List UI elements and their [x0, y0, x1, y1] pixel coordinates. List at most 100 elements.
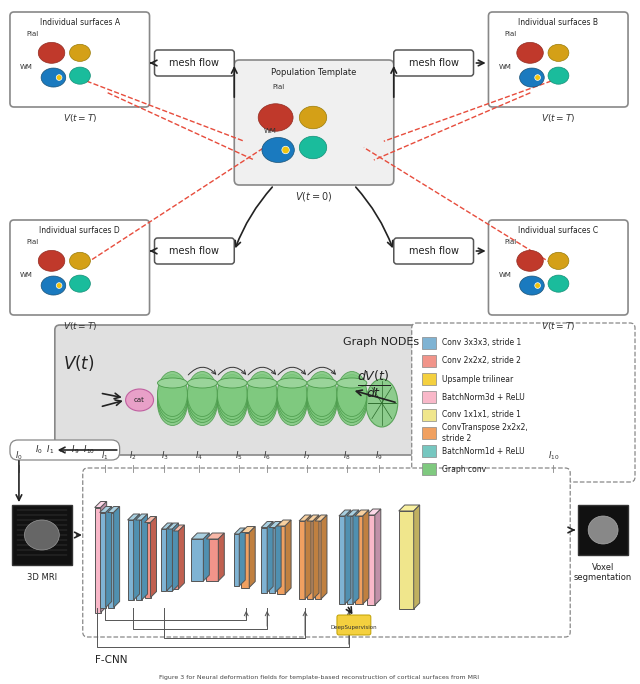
- Polygon shape: [108, 506, 120, 512]
- Ellipse shape: [157, 378, 188, 423]
- Ellipse shape: [300, 106, 327, 129]
- Ellipse shape: [188, 378, 218, 388]
- Text: WM: WM: [20, 272, 33, 278]
- Text: $V(t=T)$: $V(t=T)$: [541, 320, 575, 332]
- Text: mesh flow: mesh flow: [409, 246, 459, 256]
- Circle shape: [56, 282, 62, 289]
- Text: $I_4$: $I_4$: [195, 449, 204, 462]
- FancyBboxPatch shape: [394, 238, 474, 264]
- Ellipse shape: [247, 378, 277, 388]
- FancyBboxPatch shape: [10, 220, 150, 315]
- Ellipse shape: [70, 252, 90, 269]
- Bar: [422, 337, 436, 349]
- Text: Individual surfaces D: Individual surfaces D: [40, 226, 120, 235]
- Text: cat: cat: [134, 397, 145, 403]
- Text: F-CNN: F-CNN: [95, 655, 127, 665]
- Ellipse shape: [70, 44, 90, 62]
- Ellipse shape: [157, 378, 188, 388]
- Polygon shape: [173, 525, 184, 531]
- Text: $I_0$  $I_1$  ...  $I_9$  $I_{10}$: $I_0$ $I_1$ ... $I_9$ $I_{10}$: [35, 444, 95, 456]
- Ellipse shape: [247, 375, 277, 419]
- Polygon shape: [261, 521, 273, 527]
- Ellipse shape: [337, 375, 367, 419]
- Polygon shape: [150, 516, 157, 598]
- Polygon shape: [172, 523, 179, 591]
- Text: Graph conv: Graph conv: [442, 464, 486, 473]
- Text: Voxel
segmentation: Voxel segmentation: [574, 563, 632, 582]
- Bar: [145, 523, 150, 598]
- Text: Conv 3x3x3, stride 1: Conv 3x3x3, stride 1: [442, 339, 521, 347]
- Polygon shape: [179, 525, 184, 589]
- Ellipse shape: [516, 250, 543, 272]
- Polygon shape: [166, 523, 172, 591]
- Text: $V(t=T)$: $V(t=T)$: [63, 112, 97, 124]
- FancyBboxPatch shape: [234, 60, 394, 185]
- Bar: [422, 391, 436, 403]
- Text: Population Template: Population Template: [271, 68, 356, 77]
- Polygon shape: [275, 521, 281, 592]
- FancyBboxPatch shape: [488, 12, 628, 107]
- Text: Upsample trilinear: Upsample trilinear: [442, 375, 513, 384]
- Bar: [355, 516, 363, 604]
- Ellipse shape: [337, 371, 367, 417]
- Bar: [422, 373, 436, 385]
- Polygon shape: [239, 528, 245, 586]
- Ellipse shape: [337, 378, 367, 423]
- Bar: [277, 526, 285, 594]
- Ellipse shape: [337, 378, 367, 388]
- Polygon shape: [321, 515, 327, 599]
- Ellipse shape: [218, 378, 247, 423]
- Ellipse shape: [218, 380, 247, 425]
- Text: WM: WM: [499, 272, 511, 278]
- Ellipse shape: [277, 378, 307, 388]
- Bar: [422, 409, 436, 421]
- Bar: [422, 427, 436, 439]
- Text: $I_7$: $I_7$: [303, 449, 311, 462]
- Polygon shape: [375, 509, 381, 605]
- Bar: [422, 463, 436, 475]
- Ellipse shape: [41, 276, 66, 295]
- Text: $I_6$: $I_6$: [263, 449, 271, 462]
- Polygon shape: [399, 505, 420, 511]
- Polygon shape: [277, 520, 291, 526]
- Ellipse shape: [300, 136, 327, 159]
- Ellipse shape: [247, 371, 277, 417]
- Text: 3D MRI: 3D MRI: [27, 573, 57, 582]
- Text: mesh flow: mesh flow: [170, 58, 220, 68]
- Ellipse shape: [307, 371, 337, 417]
- Bar: [578, 505, 628, 555]
- Polygon shape: [204, 533, 209, 581]
- Polygon shape: [168, 523, 179, 529]
- Text: WM: WM: [20, 64, 33, 70]
- FancyBboxPatch shape: [154, 238, 234, 264]
- Text: mesh flow: mesh flow: [409, 58, 459, 68]
- FancyBboxPatch shape: [488, 220, 628, 315]
- Ellipse shape: [258, 104, 293, 131]
- Polygon shape: [134, 514, 140, 600]
- Polygon shape: [100, 501, 107, 612]
- Polygon shape: [106, 506, 111, 607]
- Text: Individual surfaces A: Individual surfaces A: [40, 18, 120, 27]
- Polygon shape: [355, 510, 369, 516]
- Ellipse shape: [24, 520, 60, 550]
- Polygon shape: [191, 533, 209, 539]
- FancyBboxPatch shape: [10, 440, 120, 460]
- Ellipse shape: [157, 371, 188, 417]
- Text: Pial: Pial: [272, 84, 284, 90]
- Ellipse shape: [277, 371, 307, 417]
- Ellipse shape: [548, 67, 569, 84]
- FancyBboxPatch shape: [10, 12, 150, 107]
- Circle shape: [282, 146, 289, 154]
- FancyBboxPatch shape: [154, 50, 234, 76]
- Bar: [173, 531, 179, 589]
- Text: $I_0$: $I_0$: [15, 449, 23, 462]
- Polygon shape: [100, 506, 111, 512]
- Ellipse shape: [307, 375, 337, 419]
- Text: $I_2$: $I_2$: [129, 449, 136, 462]
- Ellipse shape: [247, 378, 277, 423]
- Ellipse shape: [548, 44, 569, 62]
- Bar: [347, 516, 353, 604]
- Text: WM: WM: [499, 64, 511, 70]
- Bar: [261, 527, 267, 592]
- Polygon shape: [285, 520, 291, 594]
